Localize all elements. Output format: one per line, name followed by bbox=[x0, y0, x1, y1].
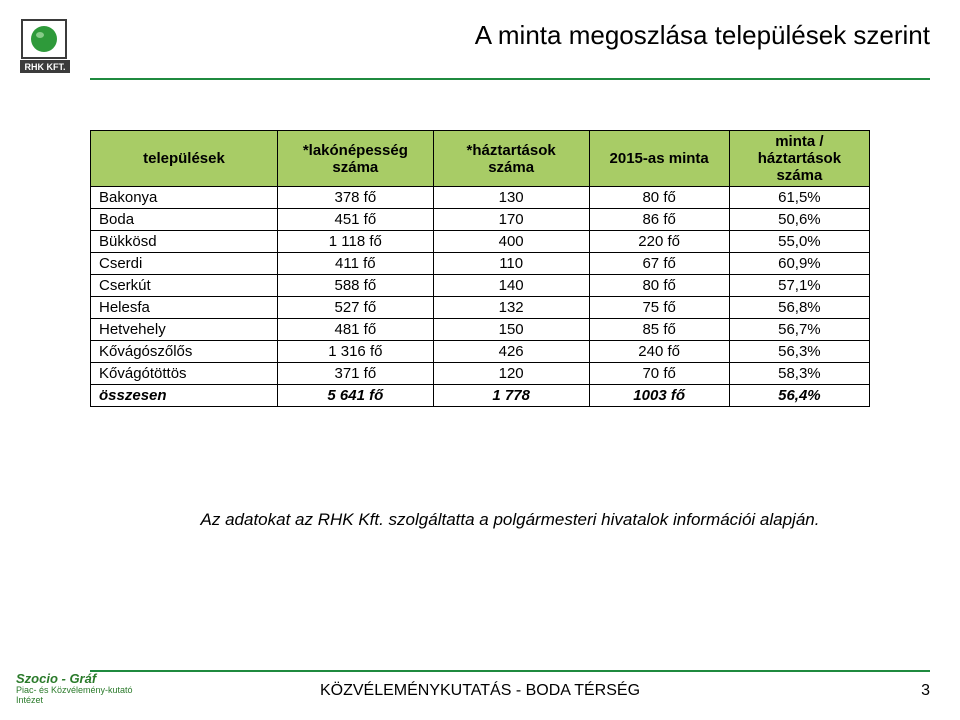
col-settlements: települések bbox=[91, 131, 278, 187]
cell-name: Helesfa bbox=[91, 297, 278, 319]
cell-pop: 378 fő bbox=[277, 187, 433, 209]
cell-sample: 67 fő bbox=[589, 253, 729, 275]
cell-name: Bükkösd bbox=[91, 231, 278, 253]
col-ratio: minta / háztartások száma bbox=[729, 131, 869, 187]
cell-hh: 150 bbox=[433, 319, 589, 341]
table-row: Hetvehely481 fő15085 fő56,7% bbox=[91, 319, 870, 341]
data-table: települések *lakónépesség száma *háztart… bbox=[90, 130, 870, 407]
svg-text:RHK KFT.: RHK KFT. bbox=[25, 62, 66, 72]
page-title: A minta megoszlása települések szerint bbox=[475, 20, 930, 51]
header-divider bbox=[90, 78, 930, 80]
cell-hh: 120 bbox=[433, 363, 589, 385]
cell-name: Bakonya bbox=[91, 187, 278, 209]
cell-sample: 70 fő bbox=[589, 363, 729, 385]
cell-sample: 80 fő bbox=[589, 275, 729, 297]
cell-hh: 140 bbox=[433, 275, 589, 297]
cell-pop: 411 fő bbox=[277, 253, 433, 275]
cell-hh: 426 bbox=[433, 341, 589, 363]
cell-pop: 1 316 fő bbox=[277, 341, 433, 363]
source-note: Az adatokat az RHK Kft. szolgáltatta a p… bbox=[90, 510, 930, 530]
cell-sample: 220 fő bbox=[589, 231, 729, 253]
cell-ratio: 60,9% bbox=[729, 253, 869, 275]
cell-sample: 86 fő bbox=[589, 209, 729, 231]
footer-divider bbox=[90, 670, 930, 672]
cell-ratio: 56,7% bbox=[729, 319, 869, 341]
cell-sample: 75 fő bbox=[589, 297, 729, 319]
table-row: Helesfa527 fő13275 fő56,8% bbox=[91, 297, 870, 319]
cell-ratio: 58,3% bbox=[729, 363, 869, 385]
cell-pop: 5 641 fő bbox=[277, 385, 433, 407]
cell-pop: 371 fő bbox=[277, 363, 433, 385]
table-header-row: települések *lakónépesség száma *háztart… bbox=[91, 131, 870, 187]
table-row: Bükkösd1 118 fő400220 fő55,0% bbox=[91, 231, 870, 253]
cell-name: Hetvehely bbox=[91, 319, 278, 341]
cell-ratio: 50,6% bbox=[729, 209, 869, 231]
cell-pop: 588 fő bbox=[277, 275, 433, 297]
cell-hh: 400 bbox=[433, 231, 589, 253]
col-population: *lakónépesség száma bbox=[277, 131, 433, 187]
cell-sample: 1003 fő bbox=[589, 385, 729, 407]
data-table-wrap: települések *lakónépesség száma *háztart… bbox=[90, 130, 870, 407]
cell-name: Cserkút bbox=[91, 275, 278, 297]
table-row: Boda451 fő17086 fő50,6% bbox=[91, 209, 870, 231]
cell-ratio: 55,0% bbox=[729, 231, 869, 253]
cell-ratio: 56,3% bbox=[729, 341, 869, 363]
cell-ratio: 56,4% bbox=[729, 385, 869, 407]
table-row: Cserkút588 fő14080 fő57,1% bbox=[91, 275, 870, 297]
footer-page-number: 3 bbox=[921, 682, 930, 700]
cell-sample: 85 fő bbox=[589, 319, 729, 341]
cell-sample: 80 fő bbox=[589, 187, 729, 209]
table-row: Bakonya378 fő13080 fő61,5% bbox=[91, 187, 870, 209]
cell-pop: 481 fő bbox=[277, 319, 433, 341]
table-row: Cserdi411 fő11067 fő60,9% bbox=[91, 253, 870, 275]
cell-hh: 170 bbox=[433, 209, 589, 231]
cell-ratio: 56,8% bbox=[729, 297, 869, 319]
cell-name: Cserdi bbox=[91, 253, 278, 275]
cell-name: összesen bbox=[91, 385, 278, 407]
col-households: *háztartások száma bbox=[433, 131, 589, 187]
table-total-row: összesen5 641 fő1 7781003 fő56,4% bbox=[91, 385, 870, 407]
table-row: Kővágótöttös371 fő12070 fő58,3% bbox=[91, 363, 870, 385]
cell-pop: 451 fő bbox=[277, 209, 433, 231]
cell-hh: 110 bbox=[433, 253, 589, 275]
footer-center-text: KÖZVÉLEMÉNYKUTATÁS - BODA TÉRSÉG bbox=[0, 682, 960, 700]
rhk-logo: RHK KFT. bbox=[16, 18, 80, 83]
cell-name: Boda bbox=[91, 209, 278, 231]
cell-ratio: 61,5% bbox=[729, 187, 869, 209]
cell-pop: 1 118 fő bbox=[277, 231, 433, 253]
cell-pop: 527 fő bbox=[277, 297, 433, 319]
cell-name: Kővágótöttös bbox=[91, 363, 278, 385]
cell-hh: 132 bbox=[433, 297, 589, 319]
cell-name: Kővágószőlős bbox=[91, 341, 278, 363]
table-row: Kővágószőlős1 316 fő426240 fő56,3% bbox=[91, 341, 870, 363]
col-sample: 2015-as minta bbox=[589, 131, 729, 187]
cell-hh: 130 bbox=[433, 187, 589, 209]
cell-ratio: 57,1% bbox=[729, 275, 869, 297]
cell-hh: 1 778 bbox=[433, 385, 589, 407]
cell-sample: 240 fő bbox=[589, 341, 729, 363]
